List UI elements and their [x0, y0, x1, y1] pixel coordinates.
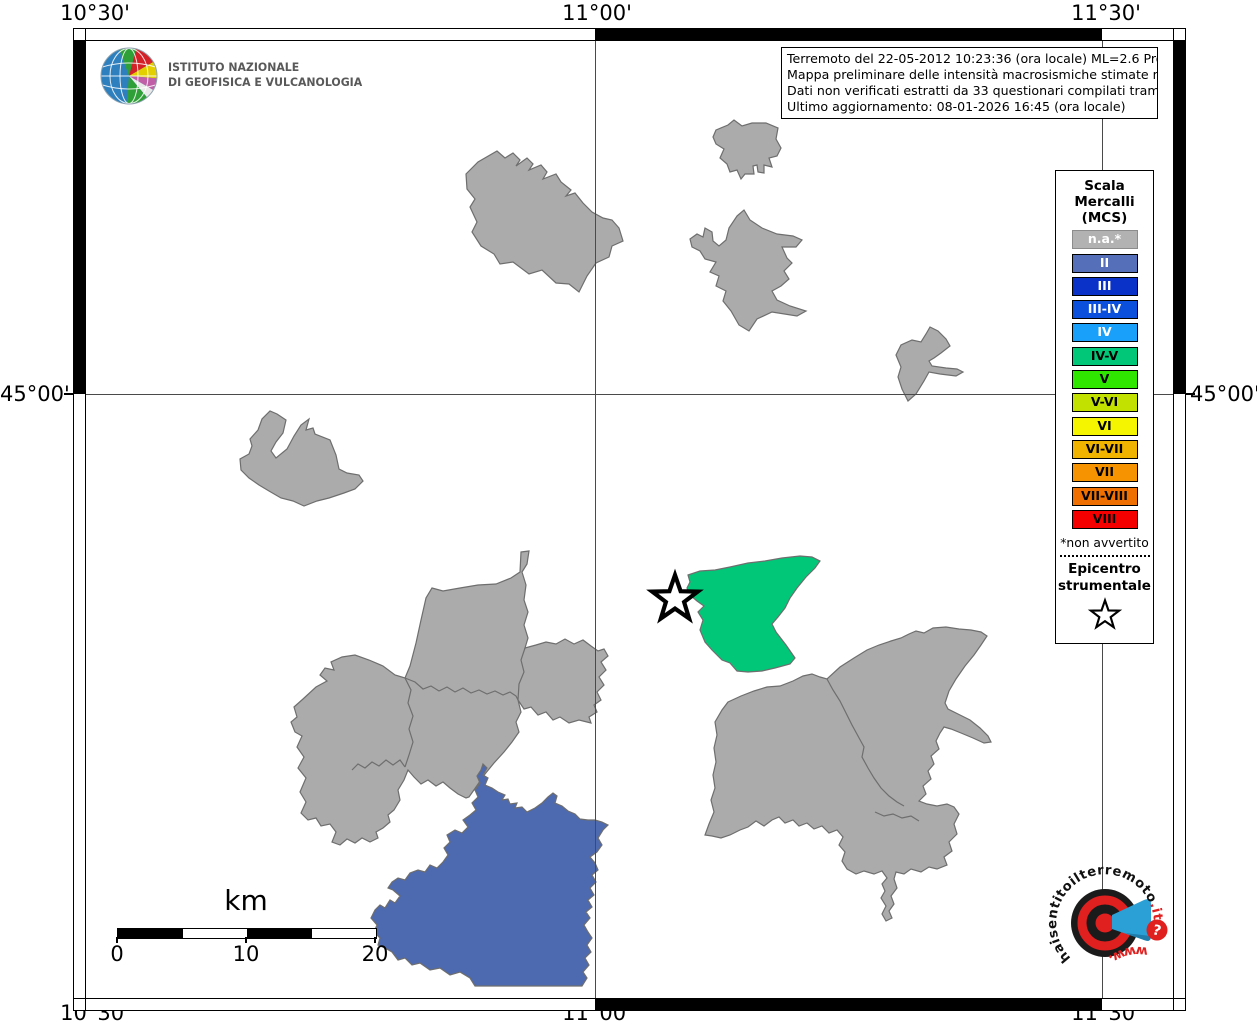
haisentitoilterremoto-logo: ? haisentitoilterremoto.it www.	[1045, 863, 1168, 966]
frame-left-black-segment	[74, 29, 85, 394]
info-line-event: Terremoto del 22-05-2012 10:23:36 (ora l…	[787, 51, 1157, 66]
scalebar-unit-label: km	[224, 884, 268, 917]
ingv-logo-line2: DI GEOFISICA E VULCANOLOGIA	[168, 74, 363, 89]
municipality-polygon	[895, 326, 965, 402]
frame-bottom-black-segment	[595, 999, 1102, 1010]
ingv-globe-icon	[100, 47, 158, 105]
legend-chip-vii-viii: VII-VIII	[1071, 486, 1138, 506]
logo-question-mark: ?	[1151, 922, 1163, 939]
municipality-polygons-gray	[239, 119, 992, 922]
scalebar-tick	[245, 937, 247, 943]
frame-corner	[1173, 28, 1186, 41]
legend-chip-vii: VII	[1071, 463, 1138, 483]
municipality-inner-borders	[826, 678, 920, 822]
coord-label-top-right: 11°30'	[1071, 1, 1141, 25]
legend-epicenter-label: Epicentro strumentale	[1058, 560, 1151, 594]
scalebar	[117, 928, 377, 939]
scalebar-tick	[374, 937, 376, 943]
info-line-updated: Ultimo aggiornamento: 08-01-2026 16:45 (…	[787, 99, 1126, 114]
earthquake-info-box: Terremoto del 22-05-2012 10:23:36 (ora l…	[781, 47, 1158, 119]
municipality-inner-borders	[351, 647, 526, 771]
legend-title: Scala Mercalli (MCS)	[1074, 178, 1135, 226]
ingv-logo-line1: ISTITUTO NAZIONALE	[168, 60, 300, 74]
legend-chip-viii: VIII	[1071, 509, 1138, 529]
coord-label-left: 45°00'	[0, 382, 70, 406]
legend-chip-vi-vii: VI-VII	[1071, 439, 1138, 459]
mercalli-legend: Scala Mercalli (MCS) n.a.* II III III-IV…	[1055, 170, 1154, 644]
ingv-logo-text: ISTITUTO NAZIONALE DI GEOFISICA E VULCAN…	[168, 60, 362, 89]
scalebar-tick-label-10: 10	[232, 942, 260, 966]
coord-label-right: 45°00'	[1190, 382, 1257, 406]
municipality-polygon	[239, 410, 364, 507]
graticule	[86, 41, 1173, 998]
legend-chip-iii-iv: III-IV	[1071, 300, 1138, 320]
logo-target-center	[1095, 913, 1115, 933]
frame-corner	[73, 998, 86, 1011]
frame-corner	[1173, 998, 1186, 1011]
municipality-cluster-polygon	[704, 626, 992, 922]
frame-top-black-segment	[595, 29, 1102, 40]
municipality-cluster-polygon	[290, 550, 609, 846]
logo-megaphone-icon	[1112, 899, 1151, 941]
legend-epicenter-star-icon	[1087, 596, 1122, 630]
info-line-data: Dati non verificati estratti da 33 quest…	[787, 83, 1157, 98]
frame-corner	[73, 28, 86, 41]
info-line-map: Mappa preliminare delle intensità macros…	[787, 67, 1157, 82]
scalebar-tick-label-20: 20	[361, 942, 389, 966]
epicenter-star	[646, 568, 704, 624]
legend-chip-v-vi: V-VI	[1071, 393, 1138, 413]
municipality-polygon-intensity-ii	[370, 762, 610, 987]
legend-chip-ii: II	[1071, 253, 1138, 273]
municipality-polygon	[712, 119, 782, 181]
municipality-polygon	[689, 209, 808, 332]
legend-chip-na: n.a.*	[1071, 230, 1138, 250]
legend-footnote: *non avvertito	[1060, 535, 1149, 550]
scalebar-segment	[118, 929, 183, 938]
scalebar-tick	[116, 937, 118, 943]
municipality-polygon	[465, 150, 624, 293]
frame-tick-left	[64, 393, 73, 395]
frame-right-black-segment	[1174, 29, 1185, 394]
scalebar-tick-label-0: 0	[110, 942, 124, 966]
scalebar-segment	[247, 929, 312, 938]
coord-label-top-left: 10°30'	[60, 1, 130, 25]
municipality-polygon-intensity-iv-v	[686, 555, 821, 673]
coord-label-top-center: 11°00'	[562, 1, 632, 25]
legend-chip-v: V	[1071, 370, 1138, 390]
legend-chip-iv: IV	[1071, 323, 1138, 343]
legend-chip-vi: VI	[1071, 416, 1138, 436]
legend-separator	[1059, 554, 1150, 557]
frame-tick-right	[1186, 393, 1195, 395]
logo-megaphone-shadow	[1125, 933, 1151, 941]
logo-question-circle	[1146, 919, 1168, 941]
legend-chip-iv-v: IV-V	[1071, 346, 1138, 366]
legend-chip-iii: III	[1071, 276, 1138, 296]
